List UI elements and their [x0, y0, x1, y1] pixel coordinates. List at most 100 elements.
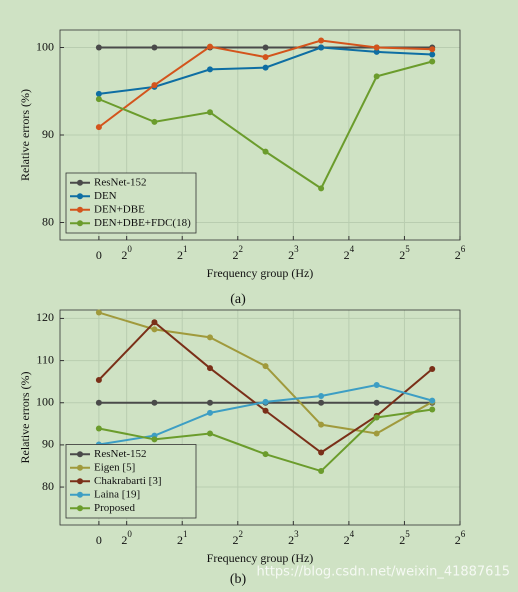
caption: (b): [230, 572, 247, 587]
x-tick-base: 2: [233, 248, 239, 262]
point: [151, 82, 158, 89]
x-tick-exponent: 4: [350, 529, 355, 539]
legend-marker: [77, 451, 83, 458]
legend-label: DEN: [94, 190, 117, 202]
point: [318, 399, 325, 406]
point: [318, 393, 325, 399]
y-axis-label: Relative errors (%): [18, 372, 32, 464]
x-tick-label: 23: [288, 529, 299, 547]
plot-frame: [59, 29, 461, 241]
legend-label: DEN+DBE: [94, 203, 145, 215]
x-tick-base: 2: [344, 533, 350, 547]
x-tick-label: 24: [344, 244, 355, 262]
x-tick-base: 2: [344, 248, 350, 262]
legend-marker: [77, 464, 83, 471]
x-tick-label: 25: [399, 529, 410, 547]
point: [373, 382, 380, 389]
point: [262, 148, 269, 155]
legend-marker: [77, 220, 83, 227]
point: [95, 90, 102, 97]
x-tick-label: 21: [177, 529, 188, 547]
point: [151, 44, 158, 51]
x-tick-base: 0: [96, 248, 102, 262]
point: [262, 44, 269, 51]
point: [373, 399, 380, 406]
legend-label: Proposed: [94, 502, 135, 514]
y-tick-label: 100: [36, 39, 54, 53]
point: [207, 66, 213, 73]
point: [262, 407, 269, 414]
point: [95, 376, 102, 383]
y-axis-label: Relative errors (%): [18, 89, 32, 181]
y-tick-label: 110: [36, 352, 54, 366]
point: [151, 319, 158, 326]
y-tick-label: 80: [42, 479, 54, 493]
x-tick-label: 25: [399, 244, 410, 262]
point: [95, 309, 102, 316]
x-tick-label: 26: [455, 244, 466, 262]
point: [262, 451, 269, 458]
legend-label: DEN+DBE+FDC(18): [94, 217, 191, 229]
point: [373, 48, 380, 55]
x-tick-base: 2: [455, 533, 461, 547]
point: [207, 334, 213, 341]
y-tick-label: 80: [42, 214, 54, 228]
x-tick-exponent: 5: [405, 244, 410, 254]
x-tick-base: 2: [455, 248, 461, 262]
point: [429, 46, 436, 53]
point: [95, 399, 102, 406]
x-tick-base: 0: [96, 533, 102, 547]
point: [151, 436, 158, 443]
point: [429, 397, 436, 404]
x-tick-base: 2: [288, 533, 294, 547]
x-tick-exponent: 1: [183, 529, 188, 539]
point: [373, 414, 380, 421]
point: [207, 365, 213, 372]
point: [207, 43, 213, 50]
point: [207, 409, 213, 416]
legend-label: ResNet-152: [94, 176, 147, 188]
x-tick-label: 21: [177, 244, 188, 262]
point: [207, 399, 213, 406]
point: [318, 185, 325, 192]
point: [95, 96, 102, 103]
legend-marker: [77, 206, 83, 213]
x-tick-exponent: 0: [127, 244, 132, 254]
x-tick-label: 22: [233, 244, 244, 262]
point: [318, 421, 325, 428]
point: [429, 366, 436, 373]
x-tick-exponent: 1: [183, 244, 188, 254]
point: [262, 363, 269, 370]
caption: (a): [230, 292, 246, 307]
point: [429, 51, 436, 58]
x-tick-label: 0: [96, 248, 102, 262]
x-tick-label: 20: [121, 244, 132, 262]
x-tick-label: 23: [288, 244, 299, 262]
x-tick-base: 2: [177, 248, 183, 262]
point: [95, 124, 102, 131]
point: [95, 425, 102, 432]
y-tick-label: 100: [36, 394, 54, 408]
x-tick-exponent: 6: [461, 529, 466, 539]
point: [207, 430, 213, 437]
point: [429, 58, 436, 65]
legend-marker: [77, 478, 83, 485]
point: [318, 449, 325, 456]
x-tick-exponent: 2: [239, 244, 244, 254]
legend-label: Eigen [5]: [94, 461, 135, 473]
point: [373, 73, 380, 80]
x-tick-label: 0: [96, 533, 102, 547]
x-tick-base: 2: [121, 533, 127, 547]
x-tick-base: 2: [399, 248, 405, 262]
x-tick-base: 2: [288, 248, 294, 262]
point: [262, 64, 269, 71]
y-tick-label: 120: [36, 310, 54, 324]
x-tick-base: 2: [399, 533, 405, 547]
x-tick-base: 2: [121, 248, 127, 262]
x-tick-exponent: 3: [294, 529, 299, 539]
x-tick-label: 24: [344, 529, 355, 547]
x-tick-label: 20: [121, 529, 132, 547]
x-tick-exponent: 5: [405, 529, 410, 539]
legend-marker: [77, 491, 83, 498]
